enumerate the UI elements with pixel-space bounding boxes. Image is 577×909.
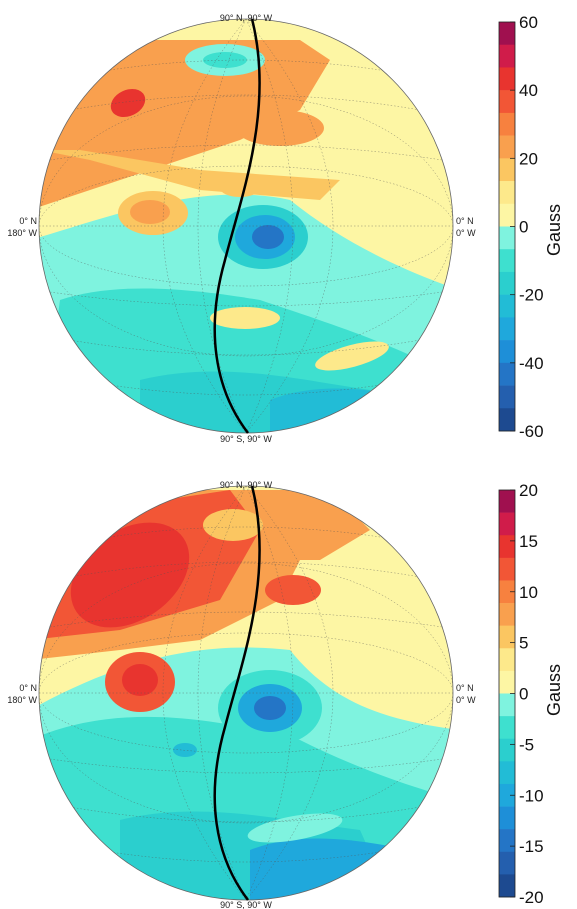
colorbar-swatch xyxy=(499,625,515,649)
top-right-label-1: 0° N xyxy=(456,216,474,226)
colorbar-tick-label: 20 xyxy=(519,481,538,500)
colorbar-swatch xyxy=(499,67,515,91)
colorbar-swatch xyxy=(499,181,515,205)
colorbar-swatch xyxy=(499,535,515,559)
top-left-label-2: 180° W xyxy=(7,228,37,238)
colorbar-tick-label: 0 xyxy=(519,685,528,704)
top-colorbar-title: Gauss xyxy=(544,204,564,256)
colorbar-tick-label: 40 xyxy=(519,81,538,100)
terminator-line xyxy=(213,485,261,901)
colorbar-swatch xyxy=(499,851,515,875)
bottom-left-label-1: 0° N xyxy=(19,683,37,693)
colorbar-swatch xyxy=(499,203,515,227)
colorbar-swatch xyxy=(499,362,515,386)
colorbar-swatch xyxy=(499,738,515,762)
colorbar-tick-label: -15 xyxy=(519,837,544,856)
bottom-colorbar-title: Gauss xyxy=(544,664,564,716)
colorbar-swatch xyxy=(499,603,515,626)
top-south-label: 90° S, 90° W xyxy=(220,434,272,444)
top-left-label-1: 0° N xyxy=(19,216,37,226)
colorbar-tick-label: 20 xyxy=(519,149,538,168)
top-north-label: 90° N, 90° W xyxy=(220,13,273,23)
colorbar-swatch xyxy=(499,670,515,694)
colorbar-tick-label: -20 xyxy=(519,286,544,305)
colorbar-swatch xyxy=(499,44,515,68)
top-right-label-2: 0° W xyxy=(456,228,476,238)
colorbar-tick-label: 15 xyxy=(519,532,538,551)
colorbar-swatch xyxy=(499,226,515,250)
colorbar-swatch xyxy=(499,829,515,853)
colorbar-swatch xyxy=(499,874,515,898)
colorbar-tick-label: 10 xyxy=(519,583,538,602)
colorbar-swatch xyxy=(499,385,515,409)
colorbar-swatch xyxy=(499,135,515,159)
colorbar-swatch xyxy=(499,783,515,807)
colorbar-swatch xyxy=(499,249,515,273)
colorbar-tick-label: -20 xyxy=(519,888,544,907)
colorbar-swatch xyxy=(499,761,515,785)
colorbar-swatch xyxy=(499,22,515,46)
colorbar-swatch xyxy=(499,294,515,318)
colorbar-swatch xyxy=(499,158,515,182)
colorbar-swatch xyxy=(499,90,515,114)
colorbar-swatch xyxy=(499,693,515,717)
colorbar-swatch xyxy=(499,648,515,672)
colorbar-swatch xyxy=(499,557,515,581)
colorbar-swatch xyxy=(499,408,515,432)
colorbar-swatch xyxy=(499,317,515,341)
colorbar-tick-label: 5 xyxy=(519,634,528,653)
bottom-right-label-1: 0° N xyxy=(456,683,474,693)
colorbar-tick-label: -60 xyxy=(519,422,544,441)
colorbar-swatch xyxy=(499,580,515,604)
colorbar-tick-label: 60 xyxy=(519,13,538,32)
top-colorbar-ticks: 60 40 20 0 -20 -40 -60 xyxy=(510,13,544,441)
bottom-south-label: 90° S, 90° W xyxy=(220,900,272,909)
colorbar-tick-label: 0 xyxy=(519,218,528,237)
colorbar-tick-label: -40 xyxy=(519,354,544,373)
colorbar-tick-label: -10 xyxy=(519,786,544,805)
terminator-line xyxy=(213,18,261,434)
top-globe-map xyxy=(38,18,454,434)
colorbar-swatch xyxy=(499,271,515,295)
colorbar-swatch xyxy=(499,112,515,136)
bottom-left-label-2: 180° W xyxy=(7,695,37,705)
colorbar-swatch xyxy=(499,806,515,830)
bottom-right-label-2: 0° W xyxy=(456,695,476,705)
bottom-north-label: 90° N, 90° W xyxy=(220,480,273,490)
colorbar-tick-label: -5 xyxy=(519,735,534,754)
colorbar-swatch xyxy=(499,512,515,536)
colorbar-swatch xyxy=(499,716,515,740)
bottom-colorbar-ticks: 20 15 10 5 0 -5 -10 -15 -20 xyxy=(510,481,544,907)
colorbar-swatch xyxy=(499,490,515,513)
bottom-globe-map xyxy=(38,485,454,901)
colorbar-swatch xyxy=(499,340,515,364)
